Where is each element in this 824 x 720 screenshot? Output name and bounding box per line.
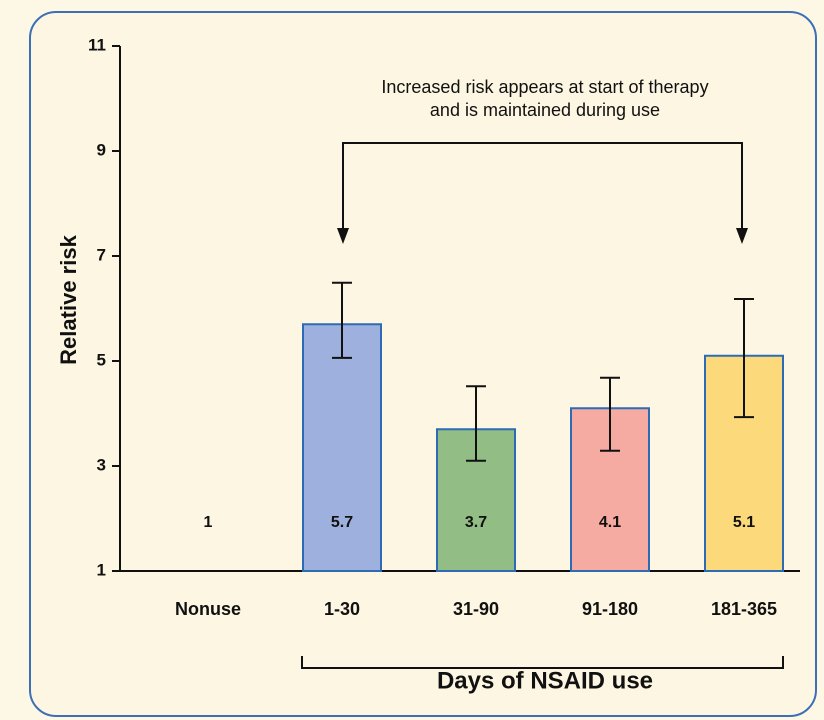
error-bar [466,385,486,462]
value-label: 1 [204,514,213,531]
y-tick-label: 1 [97,560,106,579]
x-tick-label: 31-90 [453,599,499,619]
annotation-bracket [342,142,743,232]
value-label: 3.7 [465,514,487,531]
y-tick-label: 7 [97,245,106,264]
arrow-head [736,228,748,244]
x-tick-label: 1-30 [324,599,360,619]
panel [29,11,817,717]
y-tick-label: 9 [97,140,106,159]
bar [302,323,382,572]
y-tick-label: 5 [97,350,106,369]
x-tick-label: 181-365 [711,599,777,619]
arrow-head [337,228,349,244]
y-tick-label: 11 [88,35,106,54]
x-tick-label: Nonuse [175,599,241,619]
x-bracket [301,656,784,669]
annotation-line: and is maintained during use [430,100,660,120]
value-label: 5.1 [733,514,755,531]
value-label: 5.7 [331,514,353,531]
error-bar [332,281,352,359]
y-axis-label: Relative risk [56,234,81,364]
y-tick-label: 3 [97,455,106,474]
annotation-line: Increased risk appears at start of thera… [381,77,708,97]
x-axis-label: Days of NSAID use [437,667,653,694]
error-bar [734,298,754,419]
error-bar [600,376,620,452]
value-label: 4.1 [599,514,621,531]
x-tick-label: 91-180 [582,599,638,619]
